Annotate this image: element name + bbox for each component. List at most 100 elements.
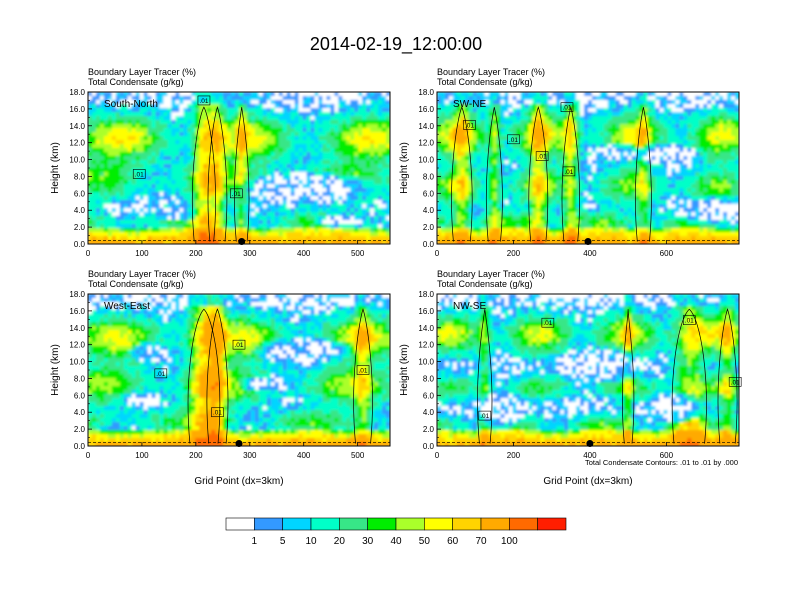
heatmap-cell <box>135 236 141 241</box>
heatmap-cell <box>584 96 589 101</box>
heatmap-cell <box>211 184 216 189</box>
heatmap-cell <box>358 160 363 165</box>
heatmap-cell <box>334 188 339 193</box>
heatmap-cell <box>175 188 180 193</box>
heatmap-cell <box>556 172 561 177</box>
heatmap-cell <box>111 192 117 197</box>
heatmap-cell <box>508 136 514 141</box>
heatmap-cell <box>135 108 141 113</box>
heatmap-cell <box>143 128 149 133</box>
heatmap-cell <box>607 152 613 157</box>
heatmap-cell <box>338 112 343 117</box>
heatmap-cell <box>460 148 466 153</box>
heatmap-cell <box>143 168 149 173</box>
heatmap-cell <box>203 240 208 244</box>
heatmap-cell <box>560 104 565 109</box>
heatmap-cell <box>643 140 649 145</box>
heatmap-cell <box>496 96 502 101</box>
heatmap-cell <box>735 164 739 169</box>
heatmap-cell <box>151 112 157 117</box>
heatmap-cell <box>588 148 593 153</box>
heatmap-cell <box>250 144 256 149</box>
heatmap-cell <box>607 92 613 97</box>
heatmap-cell <box>131 220 137 225</box>
heatmap-cell <box>508 144 514 149</box>
heatmap-cell <box>286 140 292 145</box>
heatmap-cell <box>119 144 125 149</box>
heatmap-cell <box>631 192 637 197</box>
heatmap-cell <box>679 92 684 97</box>
heatmap-cell <box>599 164 605 169</box>
heatmap-cell <box>703 92 708 97</box>
heatmap-cell <box>115 212 121 217</box>
heatmap-cell <box>528 192 533 197</box>
heatmap-cell <box>552 192 557 197</box>
heatmap-cell <box>572 168 577 173</box>
heatmap-cell <box>437 96 442 101</box>
heatmap-cell <box>524 156 529 161</box>
heatmap-cell <box>171 184 177 189</box>
heatmap-cell <box>326 216 331 221</box>
heatmap-cell <box>488 168 494 173</box>
heatmap-cell <box>691 184 696 189</box>
heatmap-cell <box>735 176 739 181</box>
heatmap-cell <box>488 132 494 137</box>
heatmap-cell <box>560 132 565 137</box>
heatmap-cell <box>703 184 708 189</box>
heatmap-cell <box>270 104 276 109</box>
heatmap-cell <box>484 116 490 121</box>
heatmap-cell <box>386 120 390 125</box>
heatmap-cell <box>187 180 192 185</box>
heatmap-cell <box>294 200 300 205</box>
heatmap-cell <box>314 220 320 225</box>
heatmap-cell <box>127 200 133 205</box>
heatmap-cell <box>580 176 585 181</box>
heatmap-cell <box>211 136 216 141</box>
heatmap-cell <box>540 188 545 193</box>
heatmap-cell <box>512 180 518 185</box>
heatmap-cell <box>378 116 383 121</box>
heatmap-cell <box>663 144 669 149</box>
heatmap-cell <box>326 140 331 145</box>
heatmap-cell <box>683 112 688 117</box>
heatmap-cell <box>278 96 284 101</box>
heatmap-cell <box>322 156 328 161</box>
heatmap-cell <box>374 228 379 233</box>
heatmap-cell <box>191 104 196 109</box>
heatmap-cell <box>115 168 121 173</box>
heatmap-cell <box>88 116 93 121</box>
heatmap-cell <box>266 156 272 161</box>
heatmap-cell <box>687 92 692 97</box>
heatmap-cell <box>663 196 669 201</box>
heatmap-cell <box>302 236 308 241</box>
heatmap-cell <box>111 216 117 221</box>
heatmap-cell <box>326 204 331 209</box>
heatmap-cell <box>147 168 153 173</box>
heatmap-cell <box>719 104 724 109</box>
heatmap-cell <box>262 204 268 209</box>
heatmap-cell <box>139 132 145 137</box>
heatmap-cell <box>219 176 224 181</box>
heatmap-cell <box>298 192 304 197</box>
heatmap-cell <box>651 164 657 169</box>
heatmap-cell <box>603 168 609 173</box>
heatmap-cell <box>179 240 184 244</box>
heatmap-cell <box>564 152 569 157</box>
heatmap-cell <box>564 196 569 201</box>
heatmap-cell <box>560 124 565 129</box>
heatmap-cell <box>282 180 288 185</box>
heatmap-cell <box>631 176 637 181</box>
heatmap-cell <box>219 120 224 125</box>
heatmap-cell <box>191 100 196 105</box>
heatmap-cell <box>151 156 157 161</box>
heatmap-cell <box>207 184 212 189</box>
heatmap-cell <box>663 148 669 153</box>
heatmap-cell <box>532 92 537 97</box>
heatmap-cell <box>250 180 256 185</box>
heatmap-cell <box>318 112 324 117</box>
heatmap-cell <box>227 188 232 193</box>
heatmap-cell <box>683 176 688 181</box>
heatmap-cell <box>358 96 363 101</box>
heatmap-cell <box>163 208 169 213</box>
heatmap-cell <box>119 112 125 117</box>
